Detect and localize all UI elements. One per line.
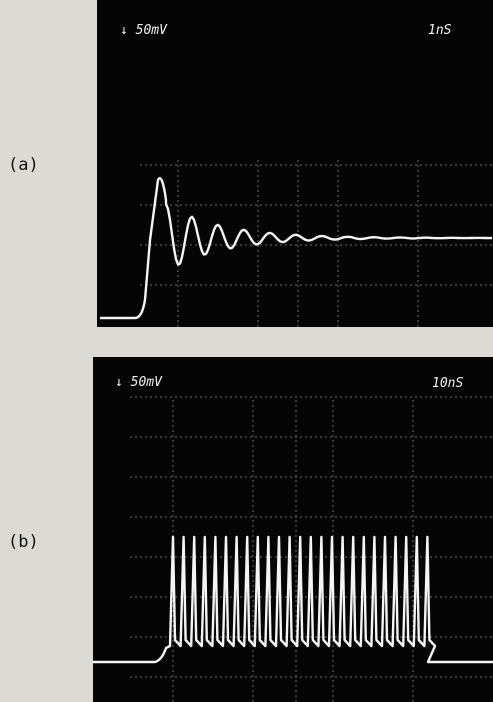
scope-screen-a [97, 0, 493, 327]
panel-label: (a) [8, 155, 39, 175]
panel-label: (b) [8, 532, 39, 552]
figure: ↓ 50mV 1nS ↓ 50mV 10nS (a) (b) [0, 0, 493, 702]
timebase: 1nS [428, 23, 452, 38]
timebase: 10nS [432, 376, 463, 391]
vertical-scale: ↓ 50mV [120, 23, 168, 38]
vertical-scale: ↓ 50mV [115, 375, 163, 390]
page: ↓ 50mV 1nS ↓ 50mV 10nS (a) (b) [0, 0, 493, 702]
